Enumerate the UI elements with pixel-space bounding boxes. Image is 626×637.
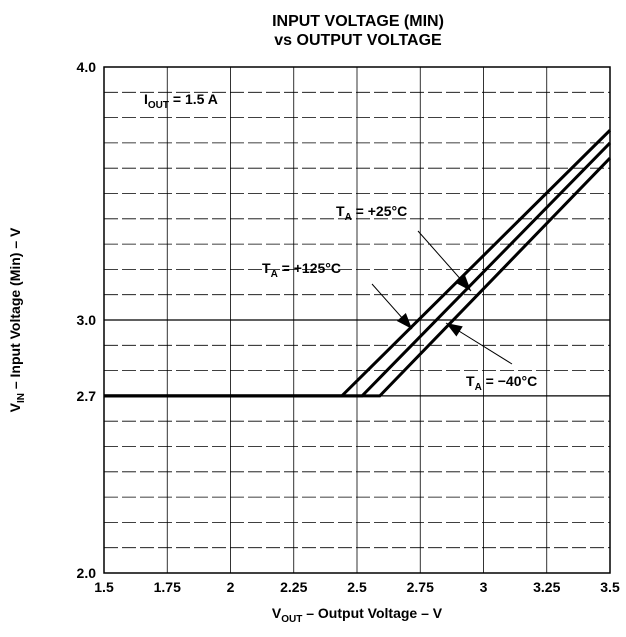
y-tick-label: 3.0 <box>77 312 97 328</box>
annotation-sub: OUT <box>148 100 169 111</box>
plot-frame <box>103 66 611 574</box>
y-tick-label: 4.0 <box>77 59 97 75</box>
arrow-m40c-arrowhead <box>446 323 463 337</box>
x-axis-label: VOUT – Output Voltage – V <box>272 605 443 625</box>
x-tick-label: 1.5 <box>94 579 114 595</box>
series-label-25c: TA = +25°C <box>336 203 407 223</box>
x-tick-label: 1.75 <box>154 579 181 595</box>
ticks: 1.5 1.75 2 2.25 2.5 2.75 3 3.25 3.5 2.0 2.7 3.0 4.0 <box>77 59 620 595</box>
x-tick-label: 2.75 <box>407 579 434 595</box>
y-axis-label: VIN – Input Voltage (Min) – V <box>7 227 27 412</box>
grid <box>104 67 610 573</box>
y-tick-label: 2.0 <box>77 565 97 581</box>
annotation-main: I <box>144 91 148 107</box>
arrow-125c-arrowhead <box>396 313 412 329</box>
chart-title-line-2: vs OUTPUT VOLTAGE <box>274 32 442 49</box>
arrows <box>371 230 513 365</box>
x-tick-label: 2.5 <box>347 579 367 595</box>
x-tick-label: 2 <box>227 579 235 595</box>
series-line-2 <box>104 157 612 398</box>
condition-annotation: IOUT = 1.5 A <box>144 91 218 111</box>
chart-title-line-1: INPUT VOLTAGE (MIN) <box>272 13 444 30</box>
series-label-125c: TA = +125°C <box>262 260 341 280</box>
x-tick-label: 3.5 <box>600 579 620 595</box>
y-tick-label: 2.7 <box>77 388 97 404</box>
x-tick-label: 2.25 <box>280 579 307 595</box>
annotation-rest: = 1.5 A <box>169 91 218 107</box>
x-tick-label: 3 <box>480 579 488 595</box>
arrow-25c-arrowhead <box>455 275 471 291</box>
x-tick-label: 3.25 <box>533 579 560 595</box>
series <box>104 129 612 398</box>
series-label-m40c: TA = −40°C <box>466 373 537 393</box>
